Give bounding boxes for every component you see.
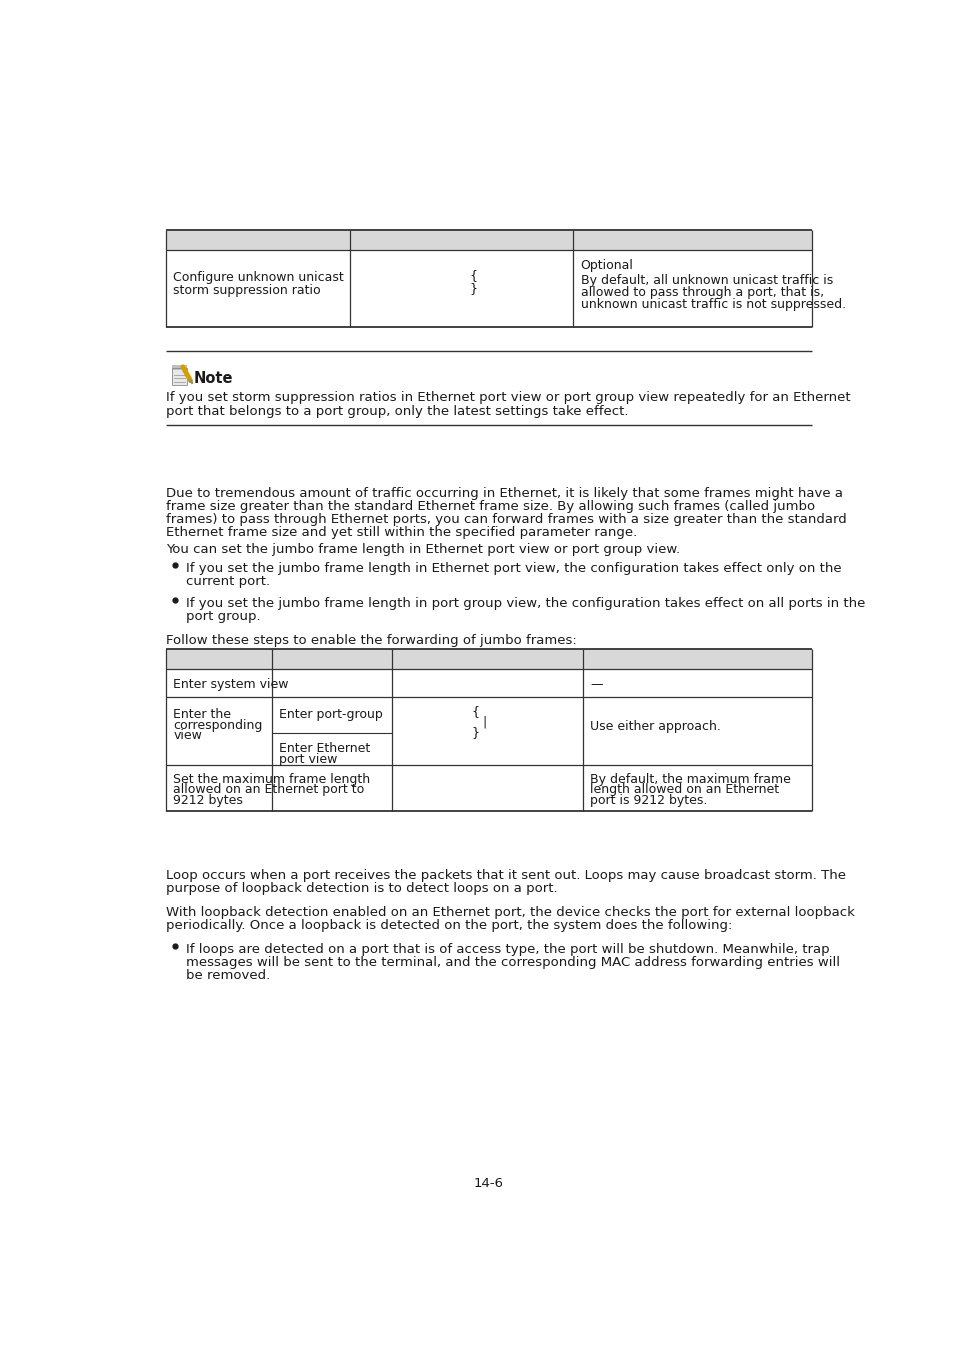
- Text: —: —: [590, 678, 602, 691]
- Text: port is 9212 bytes.: port is 9212 bytes.: [590, 794, 707, 807]
- Text: Enter the: Enter the: [173, 707, 232, 721]
- Text: unknown unicast traffic is not suppressed.: unknown unicast traffic is not suppresse…: [580, 297, 845, 310]
- Text: If loops are detected on a port that is of access type, the port will be shutdow: If loops are detected on a port that is …: [186, 942, 829, 956]
- Text: You can set the jumbo frame length in Ethernet port view or port group view.: You can set the jumbo frame length in Et…: [166, 543, 679, 556]
- Bar: [172, 366, 187, 370]
- Text: {: {: [472, 705, 479, 718]
- Text: If you set storm suppression ratios in Ethernet port view or port group view rep: If you set storm suppression ratios in E…: [166, 392, 849, 405]
- Text: corresponding: corresponding: [173, 718, 263, 732]
- Text: 14-6: 14-6: [474, 1177, 503, 1189]
- Text: Note: Note: [193, 371, 233, 386]
- Bar: [172, 369, 187, 385]
- Text: allowed to pass through a port, that is,: allowed to pass through a port, that is,: [580, 286, 823, 298]
- Text: |: |: [482, 716, 486, 729]
- Text: allowed on an Ethernet port to: allowed on an Ethernet port to: [173, 783, 364, 796]
- Text: length allowed on an Ethernet: length allowed on an Ethernet: [590, 783, 779, 796]
- Text: Enter port-group: Enter port-group: [278, 707, 382, 721]
- Text: port that belongs to a port group, only the latest settings take effect.: port that belongs to a port group, only …: [166, 405, 628, 418]
- Text: By default, all unknown unicast traffic is: By default, all unknown unicast traffic …: [580, 274, 832, 288]
- Text: view: view: [173, 729, 202, 742]
- Text: frames) to pass through Ethernet ports, you can forward frames with a size great: frames) to pass through Ethernet ports, …: [166, 513, 845, 526]
- Text: Loop occurs when a port receives the packets that it sent out. Loops may cause b: Loop occurs when a port receives the pac…: [166, 869, 845, 882]
- Text: Use either approach.: Use either approach.: [590, 721, 720, 733]
- Text: messages will be sent to the terminal, and the corresponding MAC address forward: messages will be sent to the terminal, a…: [186, 956, 839, 969]
- Bar: [166, 230, 811, 250]
- Text: frame size greater than the standard Ethernet frame size. By allowing such frame: frame size greater than the standard Eth…: [166, 500, 814, 513]
- Text: port group.: port group.: [186, 610, 260, 624]
- Text: With loopback detection enabled on an Ethernet port, the device checks the port : With loopback detection enabled on an Et…: [166, 906, 854, 919]
- Text: Enter system view: Enter system view: [173, 678, 289, 691]
- Text: }: }: [472, 726, 479, 740]
- Text: If you set the jumbo frame length in port group view, the configuration takes ef: If you set the jumbo frame length in por…: [186, 597, 864, 610]
- Text: {: {: [469, 269, 476, 282]
- Text: purpose of loopback detection is to detect loops on a port.: purpose of loopback detection is to dete…: [166, 882, 557, 895]
- Text: Ethernet frame size and yet still within the specified parameter range.: Ethernet frame size and yet still within…: [166, 526, 637, 539]
- Bar: [166, 649, 811, 670]
- Text: If you set the jumbo frame length in Ethernet port view, the configuration takes: If you set the jumbo frame length in Eth…: [186, 562, 841, 575]
- Text: Due to tremendous amount of traffic occurring in Ethernet, it is likely that som: Due to tremendous amount of traffic occu…: [166, 487, 841, 500]
- Text: current port.: current port.: [186, 575, 270, 587]
- Text: Configure unknown unicast: Configure unknown unicast: [173, 271, 344, 285]
- Text: Follow these steps to enable the forwarding of jumbo frames:: Follow these steps to enable the forward…: [166, 634, 576, 647]
- Text: By default, the maximum frame: By default, the maximum frame: [590, 772, 790, 786]
- Text: periodically. Once a loopback is detected on the port, the system does the follo: periodically. Once a loopback is detecte…: [166, 919, 731, 931]
- Text: 9212 bytes: 9212 bytes: [173, 794, 243, 807]
- Text: Optional: Optional: [580, 259, 633, 271]
- Text: port view: port view: [278, 752, 336, 765]
- Text: storm suppression ratio: storm suppression ratio: [173, 284, 321, 297]
- Text: Enter Ethernet: Enter Ethernet: [278, 741, 370, 755]
- Text: be removed.: be removed.: [186, 969, 270, 981]
- Text: Set the maximum frame length: Set the maximum frame length: [173, 772, 370, 786]
- Text: }: }: [469, 282, 476, 296]
- Bar: [172, 369, 187, 385]
